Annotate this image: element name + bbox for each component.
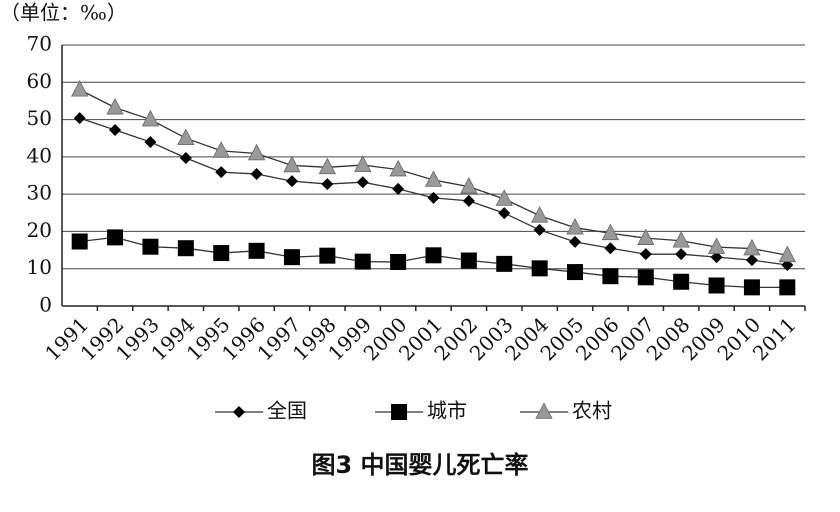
data-point <box>567 264 584 281</box>
data-point <box>106 97 124 115</box>
data-point <box>637 269 654 286</box>
data-point <box>460 252 477 269</box>
data-point <box>177 128 195 146</box>
data-point <box>531 260 548 277</box>
data-point <box>354 155 372 172</box>
data-point <box>710 251 723 264</box>
data-point <box>318 157 337 175</box>
data-point <box>745 254 758 267</box>
data-point <box>248 242 265 259</box>
data-point <box>285 175 298 188</box>
data-point <box>707 237 726 254</box>
data-point <box>530 206 549 223</box>
y-tick-label: 0 <box>39 293 52 317</box>
data-point <box>460 177 478 194</box>
data-point <box>425 247 442 264</box>
data-point <box>213 245 230 262</box>
data-point <box>109 124 122 137</box>
y-tick-label: 20 <box>27 218 52 242</box>
data-point <box>283 249 300 266</box>
data-point <box>496 255 513 272</box>
data-point <box>354 253 371 270</box>
data-point <box>566 218 584 235</box>
chart-title: 图3 中国婴儿死亡率 <box>311 451 528 479</box>
data-point <box>498 207 511 220</box>
data-point <box>71 233 88 250</box>
data-point <box>141 109 160 127</box>
legend-label: 全国 <box>267 399 307 423</box>
data-point <box>392 182 405 195</box>
y-axis-label: （单位：‰） <box>0 1 127 25</box>
data-point <box>283 155 301 173</box>
data-point <box>321 178 334 191</box>
y-tick-label: 10 <box>27 255 52 279</box>
data-point <box>601 223 620 241</box>
data-point <box>533 223 546 236</box>
data-point <box>319 247 336 264</box>
data-point <box>637 228 655 245</box>
data-point <box>604 242 617 255</box>
data-point <box>708 277 725 294</box>
data-point <box>390 254 407 271</box>
data-point <box>569 235 582 248</box>
data-point <box>424 170 443 187</box>
legend-marker <box>233 406 245 418</box>
data-point <box>142 238 159 255</box>
legend-label: 城市 <box>427 399 467 423</box>
data-point <box>778 245 796 263</box>
data-point <box>673 273 690 290</box>
data-point <box>179 151 192 164</box>
data-point <box>743 238 761 256</box>
data-point <box>356 176 369 189</box>
y-tick-label: 60 <box>27 69 52 93</box>
legend-marker <box>391 404 407 420</box>
data-point <box>177 240 194 257</box>
data-point <box>675 248 688 261</box>
data-point <box>462 194 475 207</box>
y-tick-label: 50 <box>27 106 52 130</box>
data-point <box>71 80 89 97</box>
legend-label: 农村 <box>572 399 612 423</box>
data-point <box>144 135 157 148</box>
data-point <box>73 112 86 125</box>
data-point <box>250 168 263 181</box>
data-point <box>639 248 652 261</box>
data-point <box>212 141 230 158</box>
data-point <box>107 229 124 246</box>
y-tick-label: 40 <box>27 143 52 167</box>
data-point <box>495 189 513 206</box>
data-point <box>389 159 407 177</box>
data-point <box>602 268 619 285</box>
data-point <box>743 279 760 296</box>
data-point <box>427 191 440 204</box>
data-point <box>672 231 690 248</box>
legend-marker <box>535 402 553 419</box>
y-tick-label: 30 <box>27 181 52 205</box>
data-point <box>247 143 266 161</box>
data-point <box>215 166 228 179</box>
data-point <box>779 279 796 296</box>
y-tick-label: 70 <box>27 32 52 56</box>
